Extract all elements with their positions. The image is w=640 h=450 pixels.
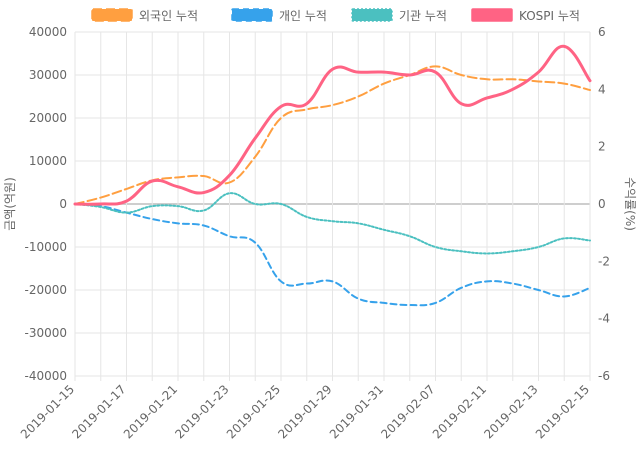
y-right-tick-label: -6	[598, 369, 610, 383]
y-right-tick-label: 2	[598, 140, 606, 154]
legend-item-4[interactable]: KOSPI 누적	[471, 8, 580, 23]
y-left-tick-label: -20000	[24, 283, 67, 297]
legend-swatch	[351, 8, 393, 22]
legend-swatch	[91, 8, 133, 22]
y-left-tick-label: -30000	[24, 326, 67, 340]
y-right-tick-label: 0	[598, 197, 606, 211]
y-left-tick-label: -40000	[24, 369, 67, 383]
legend-label: 개인 누적	[279, 9, 327, 23]
x-tick-label: 2019-02-13	[481, 382, 540, 441]
y-right-tick-label: -4	[598, 312, 610, 326]
legend-label: 외국인 누적	[139, 9, 198, 23]
x-tick-label: 2019-01-25	[224, 382, 283, 441]
y-left-tick-label: -10000	[24, 240, 67, 254]
legend-swatch	[471, 8, 513, 22]
y-left-tick-label: 20000	[29, 111, 67, 125]
x-axis-ticks: 2019-01-152019-01-172019-01-212019-01-23…	[18, 382, 592, 441]
y-axis-right-title: 수익률(%)	[623, 177, 637, 231]
y-right-tick-label: 4	[598, 82, 606, 96]
legend-label: KOSPI 누적	[519, 9, 580, 23]
series-line-3	[74, 192, 591, 255]
series-layer	[73, 44, 592, 307]
x-tick-label: 2019-01-15	[18, 382, 77, 441]
y-right-tick-label: -2	[598, 254, 610, 268]
x-tick-label: 2019-01-31	[327, 382, 386, 441]
legend-item-3[interactable]: 기관 누적	[351, 8, 447, 23]
x-tick-label: 2019-02-11	[430, 382, 489, 441]
legend-label: 기관 누적	[399, 9, 447, 23]
legend-item-2[interactable]: 개인 누적	[231, 8, 327, 23]
y-right-tick-label: 6	[598, 25, 606, 39]
x-tick-label: 2019-01-17	[69, 382, 128, 441]
x-tick-label: 2019-02-07	[378, 382, 437, 441]
y-left-tick-label: 0	[59, 197, 67, 211]
series-line-2	[74, 203, 591, 307]
grid	[74, 31, 591, 381]
right-axis-ticks: 6 4 2 0 -2 -4 -6	[598, 25, 610, 383]
x-tick-label: 2019-01-23	[172, 382, 231, 441]
legend-item-1[interactable]: 외국인 누적	[91, 8, 198, 23]
series-line-4	[73, 44, 592, 206]
y-left-tick-label: 30000	[29, 68, 67, 82]
y-left-tick-label: 40000	[29, 25, 67, 39]
x-tick-label: 2019-01-29	[275, 382, 334, 441]
x-tick-label: 2019-01-21	[121, 382, 180, 441]
legend-swatch	[231, 8, 273, 22]
y-left-tick-label: 10000	[29, 154, 67, 168]
x-tick-label: 2019-02-15	[533, 382, 592, 441]
left-axis-ticks: 40000 30000 20000 10000 0 -10000 -20000 -30000 -…	[24, 25, 67, 383]
legend: 외국인 누적 개인 누적 기관 누적 KOSPI 누적	[91, 8, 580, 23]
y-axis-left-title: 금액(억원)	[3, 177, 17, 231]
